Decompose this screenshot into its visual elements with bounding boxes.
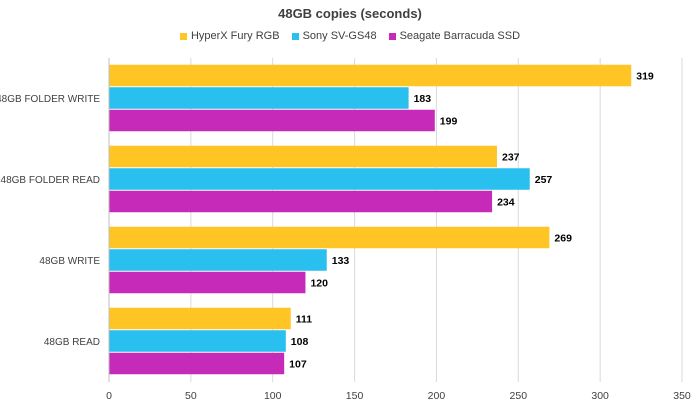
bar xyxy=(109,145,498,168)
x-tick-label: 300 xyxy=(591,390,609,402)
bar-value-label: 107 xyxy=(289,359,307,371)
legend-label-seagate: Seagate Barracuda SSD xyxy=(399,30,521,42)
category-label: 48GB READ xyxy=(44,337,100,348)
bar xyxy=(109,109,435,132)
legend-item-hyperx: HyperX Fury RGB xyxy=(179,30,280,42)
bar-value-label: 269 xyxy=(554,233,572,245)
bar xyxy=(109,271,306,294)
legend-item-sony: Sony SV-GS48 xyxy=(291,30,377,42)
category-label: 48GB FOLDER READ xyxy=(1,175,100,186)
x-tick-label: 50 xyxy=(185,390,197,402)
chart-title: 48GB copies (seconds) xyxy=(278,6,422,21)
x-tick-label: 250 xyxy=(510,390,528,402)
legend-swatch-hyperx xyxy=(179,32,187,40)
legend: HyperX Fury RGB Sony SV-GS48 Seagate Bar… xyxy=(0,30,700,42)
legend-swatch-sony xyxy=(291,32,299,40)
bar-value-label: 199 xyxy=(440,116,458,128)
x-tick-label: 200 xyxy=(428,390,446,402)
bar xyxy=(109,330,286,352)
legend-label-sony: Sony SV-GS48 xyxy=(302,30,377,42)
bar xyxy=(109,64,632,87)
bar-value-label: 257 xyxy=(535,174,553,186)
bar-value-label: 183 xyxy=(414,93,432,105)
bar-value-label: 237 xyxy=(502,152,520,164)
bar-value-label: 319 xyxy=(636,71,654,83)
bar xyxy=(109,190,493,213)
x-tick-label: 350 xyxy=(673,390,691,402)
bar-value-label: 120 xyxy=(310,278,328,290)
bar xyxy=(109,352,285,375)
x-tick-label: 100 xyxy=(264,390,282,402)
category-label: 48GB WRITE xyxy=(39,256,100,267)
bar xyxy=(109,168,530,190)
bar-value-label: 133 xyxy=(332,255,350,267)
x-tick-label: 0 xyxy=(106,390,112,402)
bar xyxy=(109,87,409,109)
bar-value-label: 111 xyxy=(296,314,313,326)
legend-label-hyperx: HyperX Fury RGB xyxy=(190,30,280,42)
category-label: 48GB FOLDER WRITE xyxy=(0,94,100,105)
bar-value-label: 234 xyxy=(497,197,515,209)
legend-item-seagate: Seagate Barracuda SSD xyxy=(388,30,521,42)
legend-swatch-seagate xyxy=(388,32,396,40)
x-tick-label: 150 xyxy=(346,390,364,402)
bar xyxy=(109,249,327,271)
bar xyxy=(109,226,550,249)
bar xyxy=(109,307,291,330)
bar-value-label: 108 xyxy=(291,336,309,348)
